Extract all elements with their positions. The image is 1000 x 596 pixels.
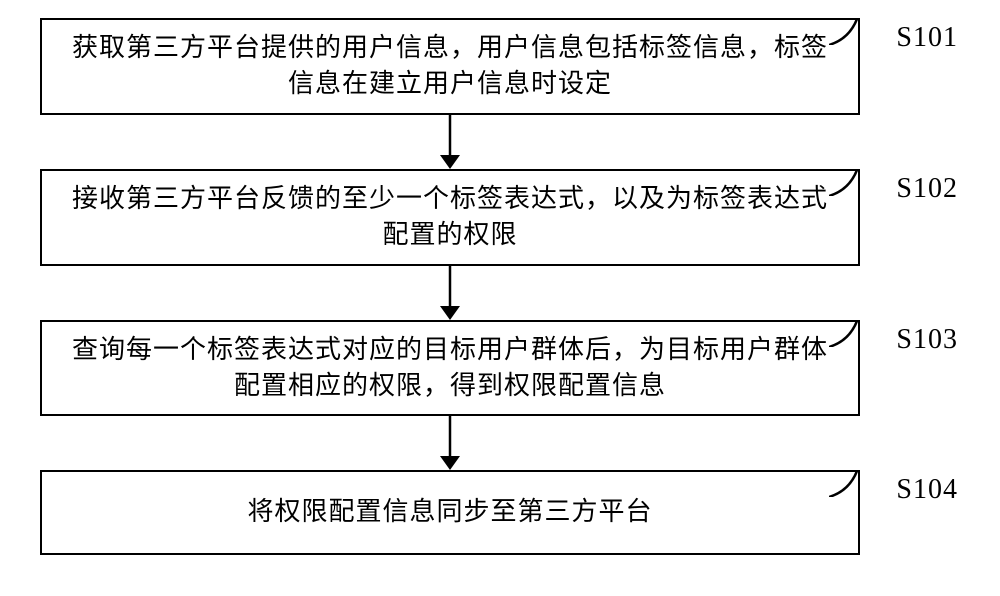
step-label-s104: S104 <box>896 470 958 509</box>
step-label-s102: S102 <box>896 169 958 208</box>
arrow-s101-s102 <box>40 115 860 169</box>
step-box-s103: S103 查询每一个标签表达式对应的目标用户群体后，为目标用户群体配置相应的权限… <box>40 320 860 417</box>
step-box-s102: S102 接收第三方平台反馈的至少一个标签表达式，以及为标签表达式配置的权限 <box>40 169 860 266</box>
step-label-s101: S101 <box>896 18 958 57</box>
arrow-s102-s103 <box>40 266 860 320</box>
step-text-s102: 接收第三方平台反馈的至少一个标签表达式，以及为标签表达式配置的权限 <box>60 181 840 254</box>
step-text-s101: 获取第三方平台提供的用户信息，用户信息包括标签信息，标签信息在建立用户信息时设定 <box>60 30 840 103</box>
flowchart-container: S101 获取第三方平台提供的用户信息，用户信息包括标签信息，标签信息在建立用户… <box>40 18 960 555</box>
step-text-s103: 查询每一个标签表达式对应的目标用户群体后，为目标用户群体配置相应的权限，得到权限… <box>60 332 840 405</box>
arrow-s103-s104 <box>40 416 860 470</box>
step-box-s104: S104 将权限配置信息同步至第三方平台 <box>40 470 860 554</box>
step-text-s104: 将权限配置信息同步至第三方平台 <box>60 494 840 530</box>
step-label-s103: S103 <box>896 320 958 359</box>
step-box-s101: S101 获取第三方平台提供的用户信息，用户信息包括标签信息，标签信息在建立用户… <box>40 18 860 115</box>
